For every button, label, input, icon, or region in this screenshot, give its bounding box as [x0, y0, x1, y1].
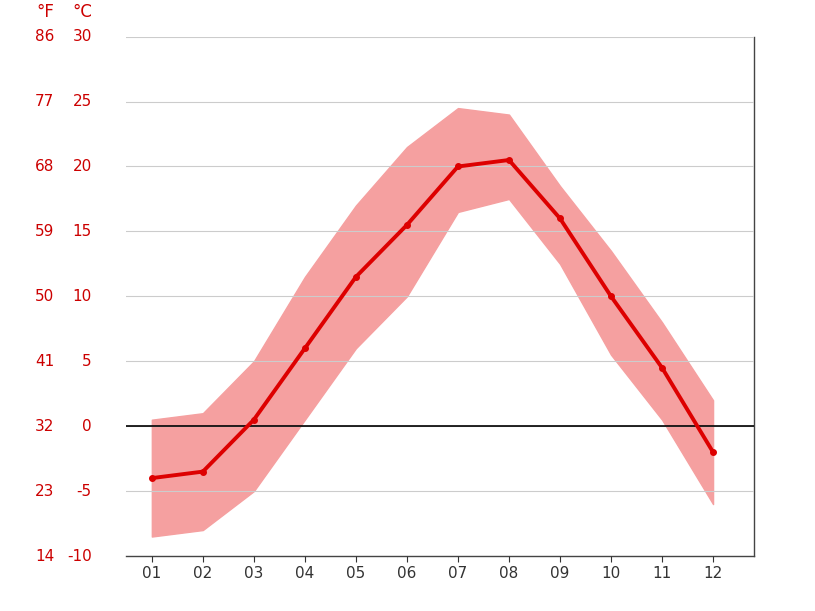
- Text: °C: °C: [72, 3, 92, 21]
- Text: 14: 14: [35, 549, 54, 563]
- Text: 59: 59: [35, 224, 54, 239]
- Text: 0: 0: [82, 419, 92, 434]
- Text: 77: 77: [35, 94, 54, 109]
- Text: 25: 25: [73, 94, 92, 109]
- Text: 86: 86: [35, 29, 54, 44]
- Text: 32: 32: [35, 419, 54, 434]
- Text: 68: 68: [35, 159, 54, 174]
- Text: 5: 5: [82, 354, 92, 369]
- Text: 23: 23: [35, 483, 54, 499]
- Text: 41: 41: [35, 354, 54, 369]
- Text: 10: 10: [73, 289, 92, 304]
- Text: 30: 30: [73, 29, 92, 44]
- Text: 50: 50: [35, 289, 54, 304]
- Text: 20: 20: [73, 159, 92, 174]
- Text: °F: °F: [37, 3, 54, 21]
- Text: 15: 15: [73, 224, 92, 239]
- Text: -10: -10: [67, 549, 92, 563]
- Text: -5: -5: [77, 483, 92, 499]
